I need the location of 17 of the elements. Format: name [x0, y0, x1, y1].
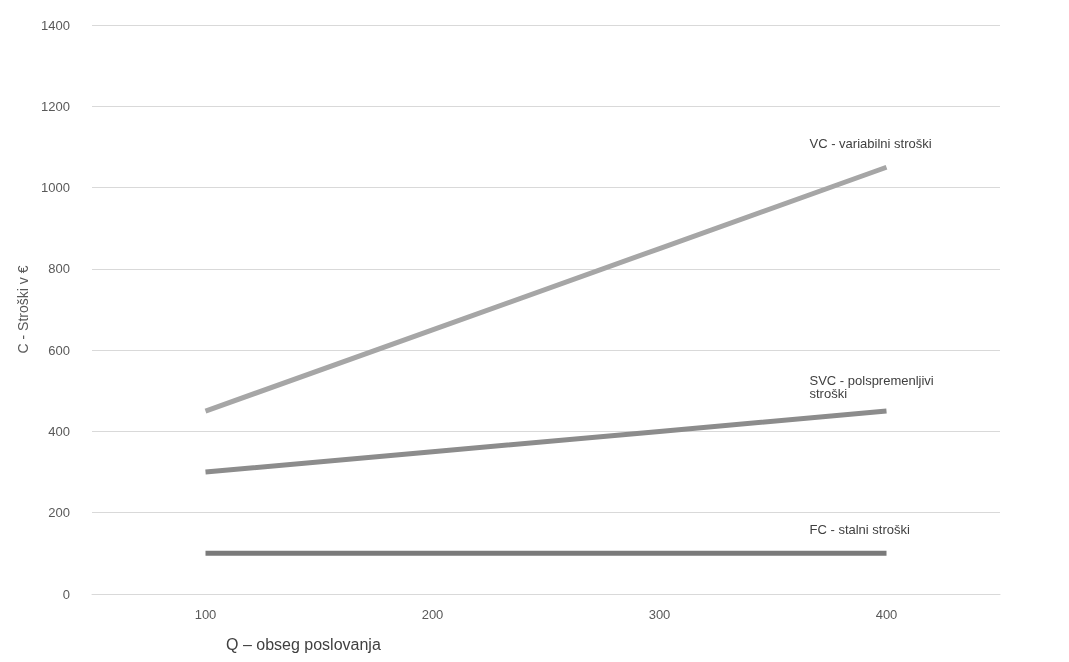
y-tick-label: 600	[48, 342, 70, 358]
text: VC - variabilni stroški	[809, 135, 932, 151]
y-tick-label: 1200	[41, 98, 70, 114]
y-tick-label: 200	[48, 505, 70, 521]
x-tick-label: 300	[648, 607, 671, 622]
y-axis-title: C - Stroški v €	[15, 265, 32, 354]
series-label: FC - stalni stroški	[809, 521, 911, 537]
x-tick-label: 200	[421, 607, 444, 622]
x-axis-title: Q – obseg poslovanja	[226, 635, 381, 653]
y-tick-label: 1400	[41, 17, 70, 33]
x-tick-label: 100	[194, 607, 217, 622]
y-tick-label: 400	[48, 423, 70, 439]
series-label: SVC - polspremenljivi stroški	[809, 373, 938, 402]
y-tick-label: 800	[48, 261, 70, 277]
y-tick-label: 0	[62, 586, 70, 602]
y-tick-label: 1000	[41, 180, 70, 196]
x-tick-label: 400	[875, 607, 898, 622]
